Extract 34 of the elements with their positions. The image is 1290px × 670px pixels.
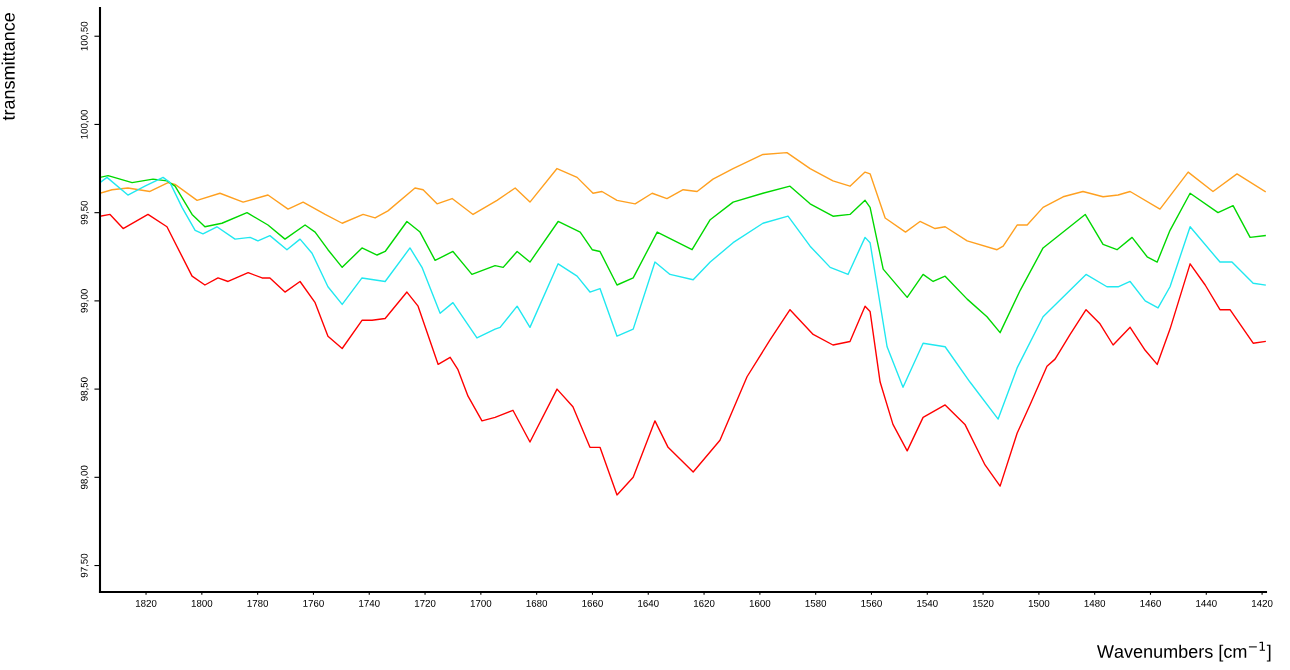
x-tick-label: 1580 (805, 599, 827, 607)
y-tick-label: 97,50 (80, 553, 89, 578)
y-tick-label: 98,00 (80, 465, 89, 490)
x-tick-label: 1720 (414, 599, 436, 607)
x-tick-label: 1560 (861, 599, 882, 607)
x-tick-label: 1520 (973, 599, 994, 607)
x-tick-label: 1660 (582, 599, 603, 607)
line-series (100, 213, 1266, 496)
y-tick-label: 98,50 (80, 377, 89, 401)
y-axis-title: transmittance (1, 13, 15, 121)
x-tick-label: 1760 (303, 599, 324, 607)
x-tick-label: 1700 (470, 599, 492, 607)
x-tick-label: 1440 (1196, 599, 1217, 607)
x-tick-label: 1420 (1252, 599, 1273, 607)
x-tick-label: 1800 (191, 599, 213, 607)
y-tick-label: 99,50 (80, 200, 89, 225)
x-tick-label: 1680 (526, 599, 548, 607)
x-tick-label: 1780 (247, 599, 269, 607)
x-tick-label: 1640 (638, 599, 659, 607)
y-tick-label: 100,00 (80, 109, 89, 139)
x-tick-label: 1500 (1028, 599, 1050, 607)
y-tick-label: 99,00 (80, 289, 89, 313)
x-axis-title: Wavenumbers [cm$^{−1}$] (1096, 641, 1271, 662)
line-series (100, 174, 1266, 334)
x-tick-label: 1740 (359, 599, 380, 607)
x-tick-label: 1480 (1084, 599, 1106, 607)
line-series (100, 151, 1266, 251)
x-tick-label: 1820 (135, 599, 157, 607)
x-tick-label: 1460 (1140, 599, 1161, 607)
x-tick-label: 1600 (749, 599, 771, 607)
line-series (100, 176, 1266, 420)
x-tick-label: 1540 (917, 599, 938, 607)
x-tick-label: 1620 (693, 599, 715, 607)
y-tick-label: 100,50 (80, 21, 89, 51)
